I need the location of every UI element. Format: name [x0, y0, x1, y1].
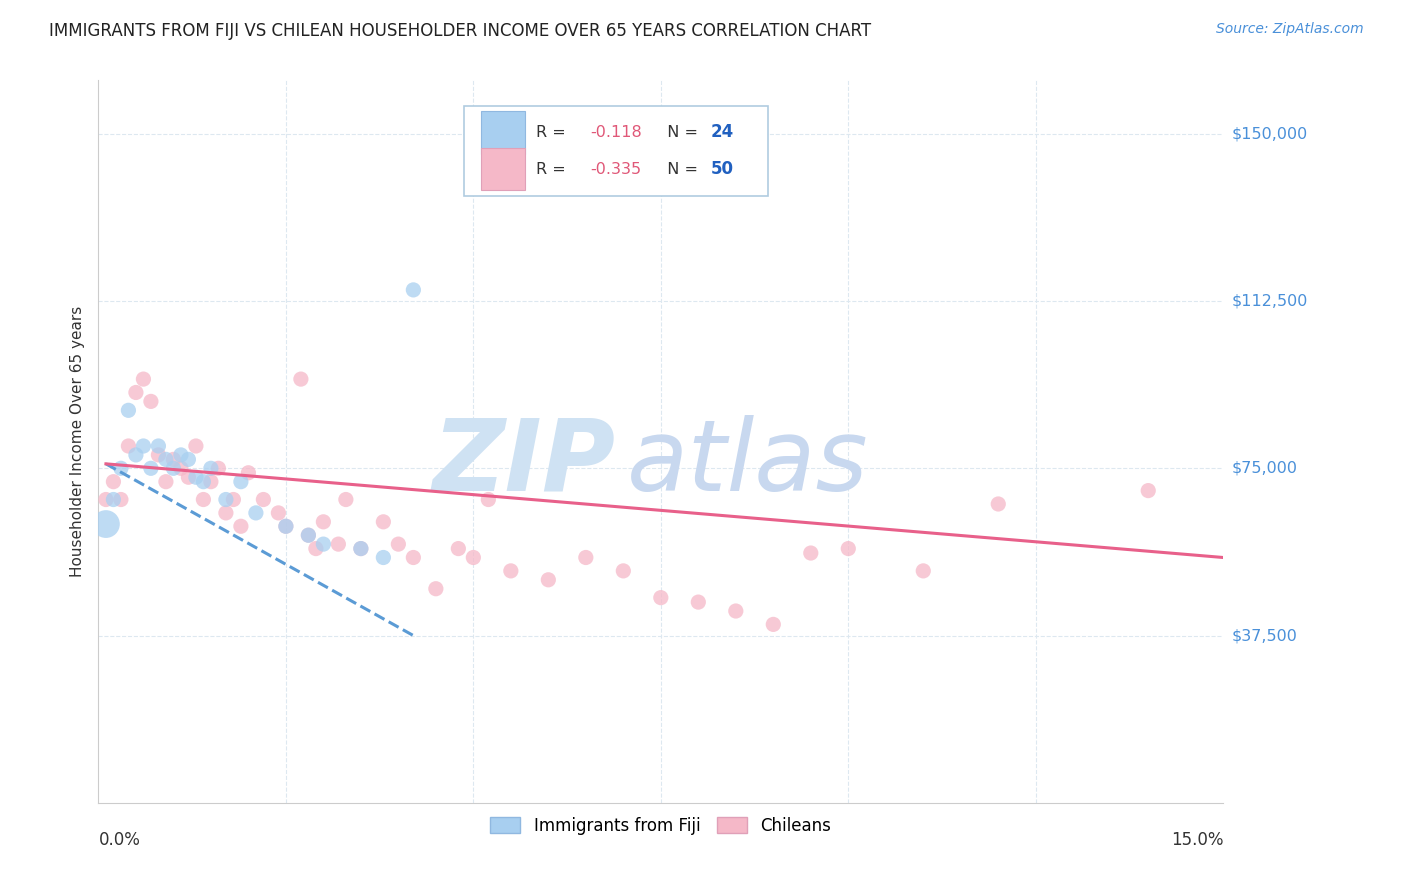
FancyBboxPatch shape	[464, 105, 768, 196]
Point	[200, 475, 222, 489]
Legend: Immigrants from Fiji, Chileans: Immigrants from Fiji, Chileans	[484, 810, 838, 841]
Point	[537, 573, 560, 587]
Point	[184, 439, 207, 453]
Point	[132, 372, 155, 386]
Point	[297, 528, 319, 542]
Point	[350, 541, 373, 556]
Point	[200, 461, 222, 475]
Point	[117, 403, 139, 417]
Text: IMMIGRANTS FROM FIJI VS CHILEAN HOUSEHOLDER INCOME OVER 65 YEARS CORRELATION CHA: IMMIGRANTS FROM FIJI VS CHILEAN HOUSEHOL…	[49, 22, 872, 40]
Point	[139, 461, 162, 475]
Point	[103, 492, 125, 507]
Point	[215, 506, 238, 520]
Point	[139, 394, 162, 409]
Point	[148, 439, 170, 453]
Point	[402, 550, 425, 565]
Point	[837, 541, 859, 556]
Point	[94, 492, 117, 507]
Point	[350, 541, 373, 556]
Text: -0.118: -0.118	[591, 125, 641, 140]
Point	[297, 528, 319, 542]
Point	[477, 492, 499, 507]
Point	[335, 492, 357, 507]
Text: $150,000: $150,000	[1232, 127, 1308, 141]
Point	[373, 550, 395, 565]
Point	[170, 448, 193, 462]
Point	[125, 448, 148, 462]
FancyBboxPatch shape	[481, 112, 524, 153]
Point	[650, 591, 672, 605]
Point	[762, 617, 785, 632]
Text: 15.0%: 15.0%	[1171, 830, 1223, 848]
Point	[402, 283, 425, 297]
Point	[125, 385, 148, 400]
Point	[132, 439, 155, 453]
Point	[94, 517, 117, 532]
Point	[267, 506, 290, 520]
Point	[245, 506, 267, 520]
Point	[162, 452, 184, 467]
Point	[312, 515, 335, 529]
Point	[193, 475, 215, 489]
Point	[162, 461, 184, 475]
Point	[305, 541, 328, 556]
Point	[177, 470, 200, 484]
Text: ZIP: ZIP	[433, 415, 616, 512]
Point	[425, 582, 447, 596]
Point	[215, 492, 238, 507]
Point	[155, 452, 177, 467]
Text: 50: 50	[710, 160, 734, 178]
Point	[229, 475, 252, 489]
Point	[800, 546, 823, 560]
Point	[222, 492, 245, 507]
Text: 0.0%: 0.0%	[98, 830, 141, 848]
Point	[252, 492, 274, 507]
Point	[177, 452, 200, 467]
Point	[290, 372, 312, 386]
Point	[312, 537, 335, 551]
Point	[110, 492, 132, 507]
Point	[274, 519, 297, 533]
Point	[463, 550, 485, 565]
Point	[724, 604, 747, 618]
Point	[207, 461, 229, 475]
Point	[170, 461, 193, 475]
Point	[499, 564, 522, 578]
Point	[229, 519, 252, 533]
Point	[912, 564, 935, 578]
Point	[1137, 483, 1160, 498]
Point	[274, 519, 297, 533]
Point	[117, 439, 139, 453]
Point	[328, 537, 350, 551]
Text: R =: R =	[536, 125, 571, 140]
Y-axis label: Householder Income Over 65 years: Householder Income Over 65 years	[69, 306, 84, 577]
Text: R =: R =	[536, 161, 571, 177]
Text: N =: N =	[658, 161, 703, 177]
Point	[184, 470, 207, 484]
FancyBboxPatch shape	[481, 148, 524, 190]
Point	[688, 595, 710, 609]
Text: 24: 24	[710, 123, 734, 142]
Point	[987, 497, 1010, 511]
Point	[110, 461, 132, 475]
Point	[193, 492, 215, 507]
Text: Source: ZipAtlas.com: Source: ZipAtlas.com	[1216, 22, 1364, 37]
Text: -0.335: -0.335	[591, 161, 641, 177]
Text: $75,000: $75,000	[1232, 461, 1298, 475]
Point	[612, 564, 634, 578]
Text: N =: N =	[658, 125, 703, 140]
Point	[238, 466, 260, 480]
Point	[148, 448, 170, 462]
Text: atlas: atlas	[627, 415, 869, 512]
Point	[373, 515, 395, 529]
Point	[103, 475, 125, 489]
Point	[387, 537, 409, 551]
Text: $112,500: $112,500	[1232, 293, 1308, 309]
Text: $37,500: $37,500	[1232, 628, 1298, 643]
Point	[447, 541, 470, 556]
Point	[575, 550, 598, 565]
Point	[155, 475, 177, 489]
